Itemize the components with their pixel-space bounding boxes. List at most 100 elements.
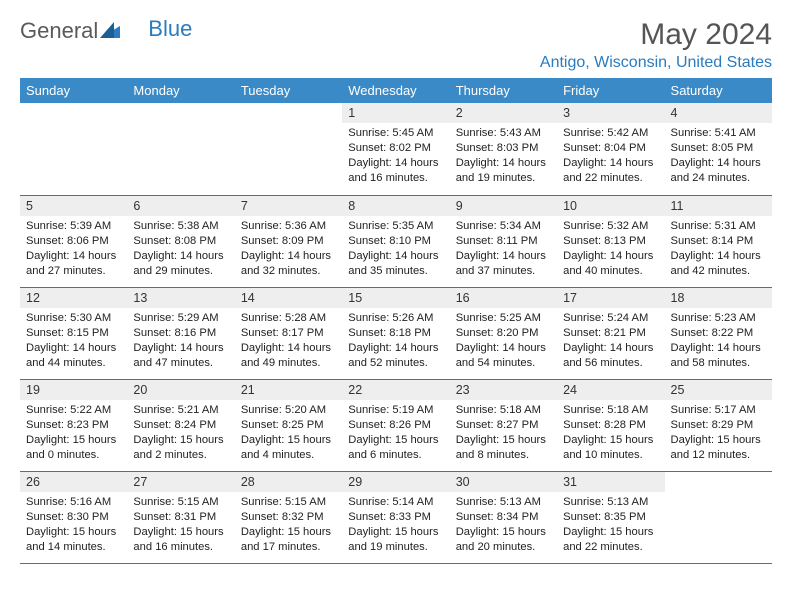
calendar-cell: 19Sunrise: 5:22 AMSunset: 8:23 PMDayligh… xyxy=(20,379,127,471)
day-number: 10 xyxy=(557,196,664,216)
day-number: 5 xyxy=(20,196,127,216)
calendar-cell: 24Sunrise: 5:18 AMSunset: 8:28 PMDayligh… xyxy=(557,379,664,471)
day-details: Sunrise: 5:18 AMSunset: 8:27 PMDaylight:… xyxy=(450,400,557,467)
day-number: 21 xyxy=(235,380,342,400)
logo: General Blue xyxy=(20,18,192,44)
day-details: Sunrise: 5:24 AMSunset: 8:21 PMDaylight:… xyxy=(557,308,664,375)
day-details: Sunrise: 5:32 AMSunset: 8:13 PMDaylight:… xyxy=(557,216,664,283)
day-details: Sunrise: 5:26 AMSunset: 8:18 PMDaylight:… xyxy=(342,308,449,375)
day-number xyxy=(235,103,342,109)
calendar-page: General Blue May 2024 Antigo, Wisconsin,… xyxy=(0,0,792,564)
day-number xyxy=(127,103,234,109)
day-number: 6 xyxy=(127,196,234,216)
day-details: Sunrise: 5:15 AMSunset: 8:32 PMDaylight:… xyxy=(235,492,342,559)
day-details: Sunrise: 5:36 AMSunset: 8:09 PMDaylight:… xyxy=(235,216,342,283)
calendar-cell: 28Sunrise: 5:15 AMSunset: 8:32 PMDayligh… xyxy=(235,471,342,563)
logo-text-1: General xyxy=(20,18,98,44)
month-title: May 2024 xyxy=(540,18,772,52)
calendar-cell: 30Sunrise: 5:13 AMSunset: 8:34 PMDayligh… xyxy=(450,471,557,563)
day-number: 1 xyxy=(342,103,449,123)
calendar-week: 1Sunrise: 5:45 AMSunset: 8:02 PMDaylight… xyxy=(20,103,772,195)
calendar-cell: 17Sunrise: 5:24 AMSunset: 8:21 PMDayligh… xyxy=(557,287,664,379)
day-details: Sunrise: 5:20 AMSunset: 8:25 PMDaylight:… xyxy=(235,400,342,467)
day-number: 30 xyxy=(450,472,557,492)
day-number xyxy=(20,103,127,109)
calendar-cell: 8Sunrise: 5:35 AMSunset: 8:10 PMDaylight… xyxy=(342,195,449,287)
day-details: Sunrise: 5:19 AMSunset: 8:26 PMDaylight:… xyxy=(342,400,449,467)
calendar-cell: 20Sunrise: 5:21 AMSunset: 8:24 PMDayligh… xyxy=(127,379,234,471)
calendar-cell: 21Sunrise: 5:20 AMSunset: 8:25 PMDayligh… xyxy=(235,379,342,471)
day-details: Sunrise: 5:30 AMSunset: 8:15 PMDaylight:… xyxy=(20,308,127,375)
calendar-table: Sunday Monday Tuesday Wednesday Thursday… xyxy=(20,78,772,564)
calendar-cell: 5Sunrise: 5:39 AMSunset: 8:06 PMDaylight… xyxy=(20,195,127,287)
dayhead-thu: Thursday xyxy=(450,78,557,103)
logo-mark-icon xyxy=(100,18,120,44)
day-number: 11 xyxy=(665,196,772,216)
calendar-week: 19Sunrise: 5:22 AMSunset: 8:23 PMDayligh… xyxy=(20,379,772,471)
day-details: Sunrise: 5:16 AMSunset: 8:30 PMDaylight:… xyxy=(20,492,127,559)
calendar-body: 1Sunrise: 5:45 AMSunset: 8:02 PMDaylight… xyxy=(20,103,772,563)
calendar-cell: 16Sunrise: 5:25 AMSunset: 8:20 PMDayligh… xyxy=(450,287,557,379)
day-number: 9 xyxy=(450,196,557,216)
day-number: 24 xyxy=(557,380,664,400)
day-details: Sunrise: 5:38 AMSunset: 8:08 PMDaylight:… xyxy=(127,216,234,283)
calendar-cell xyxy=(20,103,127,195)
day-number: 23 xyxy=(450,380,557,400)
calendar-cell: 4Sunrise: 5:41 AMSunset: 8:05 PMDaylight… xyxy=(665,103,772,195)
dayhead-sat: Saturday xyxy=(665,78,772,103)
header: General Blue May 2024 Antigo, Wisconsin,… xyxy=(20,18,772,72)
day-number: 4 xyxy=(665,103,772,123)
dayhead-tue: Tuesday xyxy=(235,78,342,103)
calendar-cell: 14Sunrise: 5:28 AMSunset: 8:17 PMDayligh… xyxy=(235,287,342,379)
day-number: 13 xyxy=(127,288,234,308)
calendar-cell: 11Sunrise: 5:31 AMSunset: 8:14 PMDayligh… xyxy=(665,195,772,287)
dayhead-wed: Wednesday xyxy=(342,78,449,103)
day-details: Sunrise: 5:13 AMSunset: 8:34 PMDaylight:… xyxy=(450,492,557,559)
calendar-cell xyxy=(235,103,342,195)
day-number: 7 xyxy=(235,196,342,216)
calendar-week: 12Sunrise: 5:30 AMSunset: 8:15 PMDayligh… xyxy=(20,287,772,379)
day-details: Sunrise: 5:45 AMSunset: 8:02 PMDaylight:… xyxy=(342,123,449,190)
day-details: Sunrise: 5:34 AMSunset: 8:11 PMDaylight:… xyxy=(450,216,557,283)
dayhead-sun: Sunday xyxy=(20,78,127,103)
dayhead-mon: Monday xyxy=(127,78,234,103)
calendar-cell: 22Sunrise: 5:19 AMSunset: 8:26 PMDayligh… xyxy=(342,379,449,471)
day-details: Sunrise: 5:43 AMSunset: 8:03 PMDaylight:… xyxy=(450,123,557,190)
calendar-cell: 27Sunrise: 5:15 AMSunset: 8:31 PMDayligh… xyxy=(127,471,234,563)
day-details: Sunrise: 5:18 AMSunset: 8:28 PMDaylight:… xyxy=(557,400,664,467)
calendar-cell: 15Sunrise: 5:26 AMSunset: 8:18 PMDayligh… xyxy=(342,287,449,379)
day-number: 15 xyxy=(342,288,449,308)
day-details: Sunrise: 5:35 AMSunset: 8:10 PMDaylight:… xyxy=(342,216,449,283)
location-label: Antigo, Wisconsin, United States xyxy=(540,54,772,72)
day-number xyxy=(665,472,772,478)
day-details: Sunrise: 5:29 AMSunset: 8:16 PMDaylight:… xyxy=(127,308,234,375)
day-details: Sunrise: 5:31 AMSunset: 8:14 PMDaylight:… xyxy=(665,216,772,283)
calendar-cell: 2Sunrise: 5:43 AMSunset: 8:03 PMDaylight… xyxy=(450,103,557,195)
day-number: 12 xyxy=(20,288,127,308)
day-details: Sunrise: 5:39 AMSunset: 8:06 PMDaylight:… xyxy=(20,216,127,283)
day-details: Sunrise: 5:13 AMSunset: 8:35 PMDaylight:… xyxy=(557,492,664,559)
day-number: 31 xyxy=(557,472,664,492)
day-number: 27 xyxy=(127,472,234,492)
title-block: May 2024 Antigo, Wisconsin, United State… xyxy=(540,18,772,72)
day-details: Sunrise: 5:23 AMSunset: 8:22 PMDaylight:… xyxy=(665,308,772,375)
day-number: 29 xyxy=(342,472,449,492)
day-details: Sunrise: 5:15 AMSunset: 8:31 PMDaylight:… xyxy=(127,492,234,559)
calendar-cell: 7Sunrise: 5:36 AMSunset: 8:09 PMDaylight… xyxy=(235,195,342,287)
day-number: 18 xyxy=(665,288,772,308)
logo-text-2: Blue xyxy=(148,16,192,42)
day-number: 19 xyxy=(20,380,127,400)
day-details: Sunrise: 5:21 AMSunset: 8:24 PMDaylight:… xyxy=(127,400,234,467)
day-number: 14 xyxy=(235,288,342,308)
day-number: 2 xyxy=(450,103,557,123)
calendar-cell: 9Sunrise: 5:34 AMSunset: 8:11 PMDaylight… xyxy=(450,195,557,287)
day-number: 25 xyxy=(665,380,772,400)
calendar-cell: 26Sunrise: 5:16 AMSunset: 8:30 PMDayligh… xyxy=(20,471,127,563)
calendar-cell: 18Sunrise: 5:23 AMSunset: 8:22 PMDayligh… xyxy=(665,287,772,379)
day-details: Sunrise: 5:14 AMSunset: 8:33 PMDaylight:… xyxy=(342,492,449,559)
day-number: 22 xyxy=(342,380,449,400)
day-number: 20 xyxy=(127,380,234,400)
day-number: 3 xyxy=(557,103,664,123)
day-number: 8 xyxy=(342,196,449,216)
calendar-cell: 3Sunrise: 5:42 AMSunset: 8:04 PMDaylight… xyxy=(557,103,664,195)
